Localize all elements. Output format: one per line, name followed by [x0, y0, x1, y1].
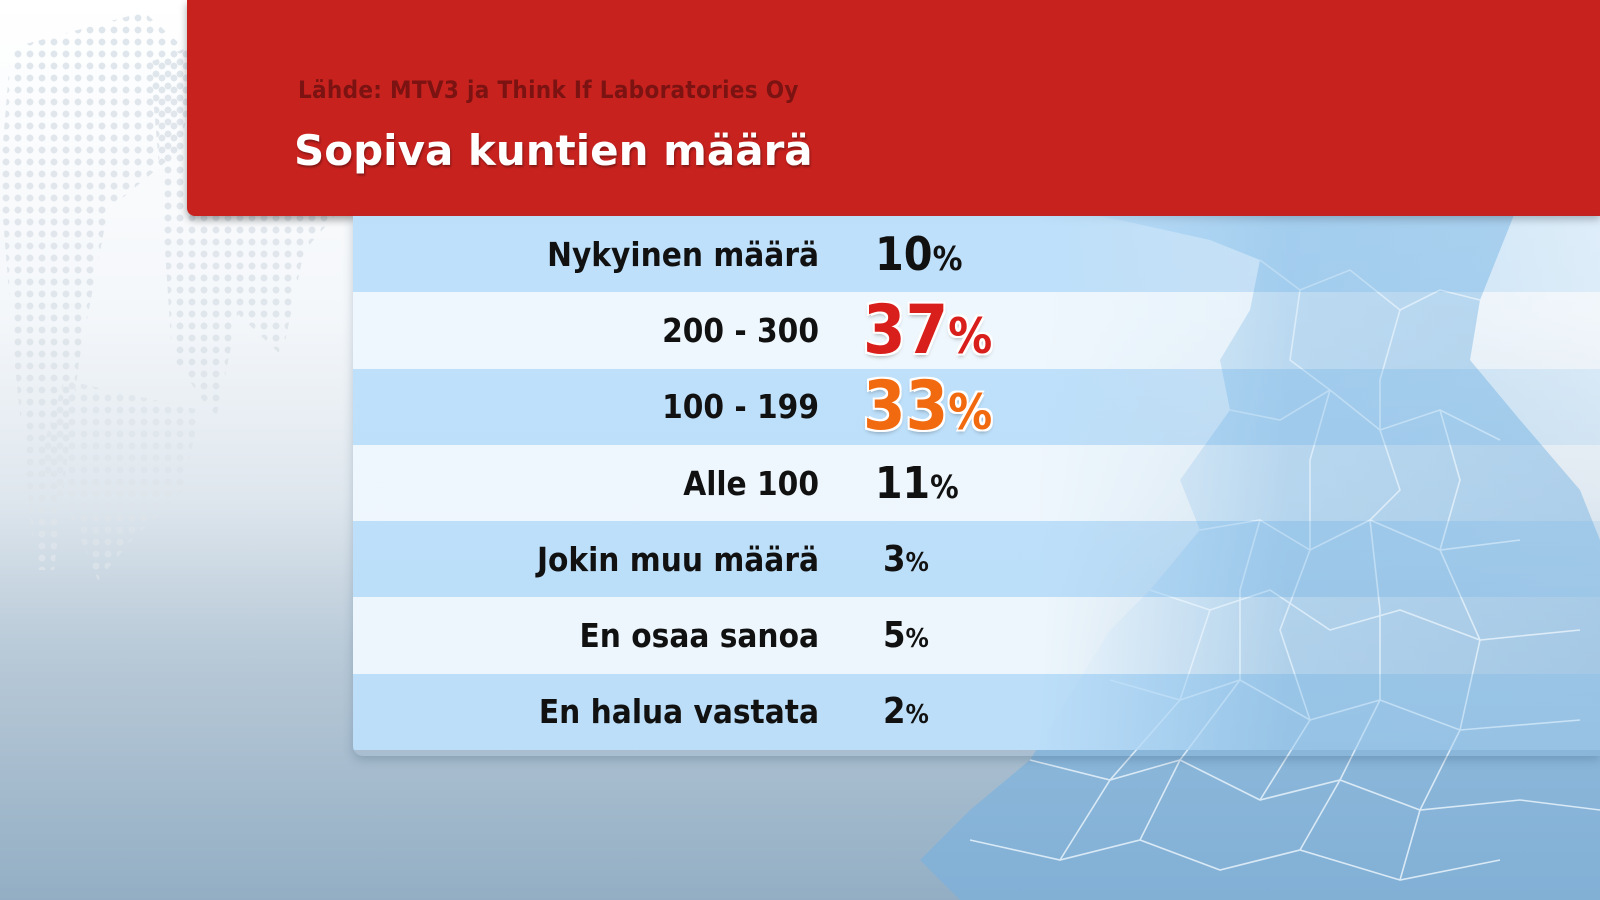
table-row: En halua vastata 2% — [353, 673, 1600, 751]
value-number: 33 — [863, 367, 949, 447]
value-number: 5 — [883, 615, 906, 657]
row-value: 10% — [875, 227, 962, 281]
table-row: Nykyinen määrä 10% — [353, 216, 1600, 293]
row-value: 11% — [875, 458, 959, 509]
row-value-highlight: 33% — [863, 367, 992, 446]
row-label: 200 - 300 — [662, 310, 819, 350]
table-row: En osaa sanoa 5% — [353, 597, 1600, 674]
header-bar — [187, 0, 1600, 216]
value-number: 11 — [875, 457, 931, 509]
value-unit: % — [905, 547, 929, 578]
value-unit: % — [948, 307, 993, 365]
row-label: En osaa sanoa — [579, 616, 820, 656]
results-table: Nykyinen määrä 10% 200 - 300 37% 100 - 1… — [353, 216, 1600, 756]
row-label: 100 - 199 — [662, 387, 819, 427]
table-row: 200 - 300 37% — [353, 291, 1600, 370]
value-number: 3 — [883, 538, 906, 580]
table-row: 100 - 199 33% — [353, 367, 1600, 446]
value-unit: % — [905, 700, 929, 731]
value-unit: % — [905, 624, 929, 655]
source-label: Lähde: MTV3 ja Think If Laboratories Oy — [298, 76, 799, 104]
row-label: En halua vastata — [538, 692, 819, 732]
row-label: Jokin muu määrä — [536, 539, 819, 579]
value-unit: % — [930, 469, 959, 506]
table-row: Jokin muu määrä 3% — [353, 521, 1600, 598]
value-number: 37 — [863, 290, 949, 370]
value-unit: % — [932, 239, 963, 279]
value-unit: % — [948, 384, 993, 442]
value-number: 10 — [875, 227, 933, 282]
row-value: 5% — [883, 615, 929, 656]
row-value: 3% — [883, 539, 929, 580]
row-value: 2% — [883, 691, 929, 732]
row-label: Nykyinen määrä — [547, 234, 819, 274]
row-label: Alle 100 — [683, 463, 819, 503]
value-number: 2 — [883, 691, 906, 733]
row-value-highlight: 37% — [863, 291, 992, 370]
table-row: Alle 100 11% — [353, 444, 1600, 522]
chart-title: Sopiva kuntien määrä — [294, 126, 813, 175]
